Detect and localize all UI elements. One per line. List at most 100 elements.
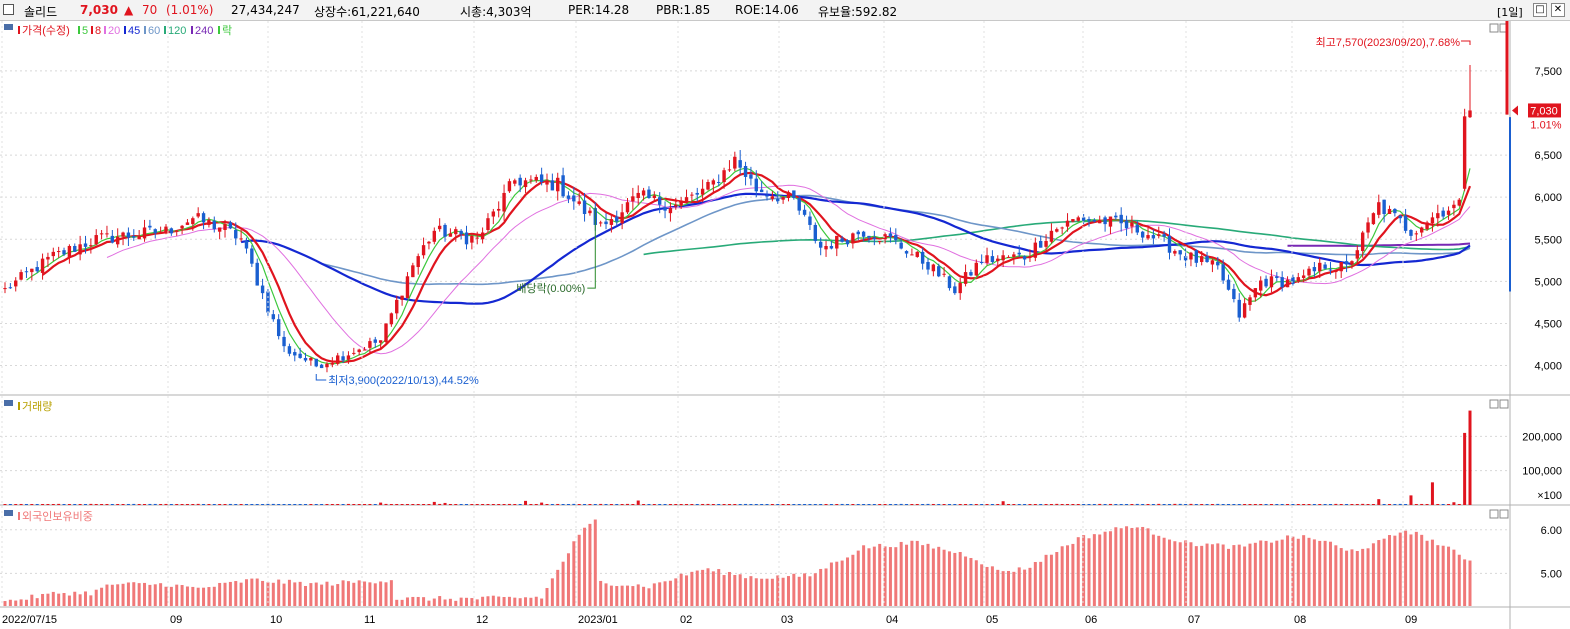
low-leader [315, 373, 327, 381]
ownership-bar [223, 582, 227, 606]
candle-body [582, 200, 587, 214]
ownership-bar [363, 581, 367, 606]
volume-bar [1457, 504, 1461, 505]
ownership-bar [695, 570, 699, 606]
candle-body [1216, 261, 1220, 266]
volume-bar [100, 504, 104, 505]
candle-body [405, 276, 410, 299]
candle-body [142, 227, 147, 239]
volume-bar [593, 504, 597, 505]
ownership-bar [400, 599, 404, 606]
candle-body [802, 209, 807, 215]
ownership-bar [1264, 540, 1268, 606]
volume-bar [835, 504, 839, 505]
legend-marker [18, 512, 20, 520]
volume-bar [867, 504, 871, 505]
volume-bar [711, 504, 715, 505]
panel-close-button [1499, 399, 1509, 409]
candle-body [180, 225, 184, 229]
ownership-bar [239, 582, 243, 606]
ownership-bar [851, 554, 855, 606]
candle-body [942, 273, 946, 275]
volume-bar [223, 504, 227, 505]
volume-bar [1350, 504, 1354, 505]
candle-body [647, 189, 651, 199]
ownership-bar [1457, 554, 1461, 606]
candle-body [378, 340, 383, 343]
candle-body [1205, 256, 1209, 262]
ownership-bar [330, 585, 334, 606]
volume-bar [105, 504, 109, 505]
volume-bar [964, 504, 968, 505]
candle-body [1194, 250, 1199, 263]
candle-body [674, 204, 678, 207]
volume-bar [202, 504, 206, 505]
volume-bar [277, 504, 281, 505]
candle-body [1248, 297, 1252, 305]
ownership-bar [958, 551, 962, 606]
candle-body [314, 358, 318, 367]
period-selector[interactable]: [1일] [1497, 6, 1523, 19]
ownership-bar [1087, 538, 1091, 606]
candle-body [73, 245, 77, 252]
ownership-bar [1071, 543, 1075, 606]
ownership-bar [1232, 545, 1236, 606]
ma45-line [240, 192, 1471, 305]
ownership-bar [30, 594, 34, 606]
candle-body [953, 286, 957, 294]
volume-bar [980, 504, 984, 505]
ownership-bar [83, 591, 87, 606]
volume-bar [969, 504, 973, 505]
volume-bar [1125, 504, 1129, 505]
ownership-bar [1178, 542, 1182, 606]
volume-bar [443, 502, 447, 505]
candle-body [722, 170, 726, 183]
candle-body [3, 288, 7, 290]
volume-bar [599, 503, 603, 505]
volume-bar [679, 504, 683, 505]
volume-bar [910, 504, 914, 505]
volume-bar [717, 504, 721, 505]
ownership-bar [1312, 539, 1316, 606]
candle-body [1403, 215, 1408, 231]
candle-body [1092, 219, 1097, 222]
candle-body [711, 180, 716, 185]
ownership-bar [502, 597, 506, 606]
maximize-button[interactable]: □ [1533, 3, 1547, 17]
ownership-bar [915, 540, 919, 606]
ownership-bar [1146, 528, 1150, 606]
candle-body [1409, 229, 1413, 236]
candle-body [845, 240, 850, 245]
legend-label: 240 [195, 25, 213, 37]
candle-body [695, 192, 699, 195]
volume-bar [792, 504, 796, 505]
candle-body [357, 349, 361, 353]
volume-bar [346, 503, 350, 505]
window-checkbox[interactable] [3, 4, 14, 15]
candle-body [926, 261, 930, 270]
ownership-bar [282, 583, 286, 606]
ownership-bar [202, 587, 206, 606]
volume-bar [357, 504, 361, 505]
ownership-bar [1275, 540, 1279, 606]
candle-body [271, 314, 276, 320]
candle-body [668, 208, 673, 214]
ownership-bar [212, 586, 216, 606]
volume-bar [1108, 503, 1112, 505]
price-change: 70 [142, 3, 158, 17]
close-button[interactable]: ✕ [1551, 3, 1565, 17]
ownership-bar [1420, 534, 1424, 606]
volume-bar [905, 504, 909, 505]
candle-body [1420, 227, 1424, 233]
volume-bar [1430, 482, 1434, 505]
candle-body [83, 243, 88, 247]
ownership-bar [481, 596, 485, 606]
x-tick-label: 02 [680, 614, 692, 626]
candle-body [958, 283, 962, 294]
ownership-bar [352, 582, 356, 606]
ownership-bar [1130, 527, 1134, 606]
volume-bar [1264, 504, 1268, 505]
volume-bar [1253, 504, 1257, 505]
y-tick-label: 200,000 [1522, 431, 1562, 443]
volume-bar [497, 504, 501, 505]
